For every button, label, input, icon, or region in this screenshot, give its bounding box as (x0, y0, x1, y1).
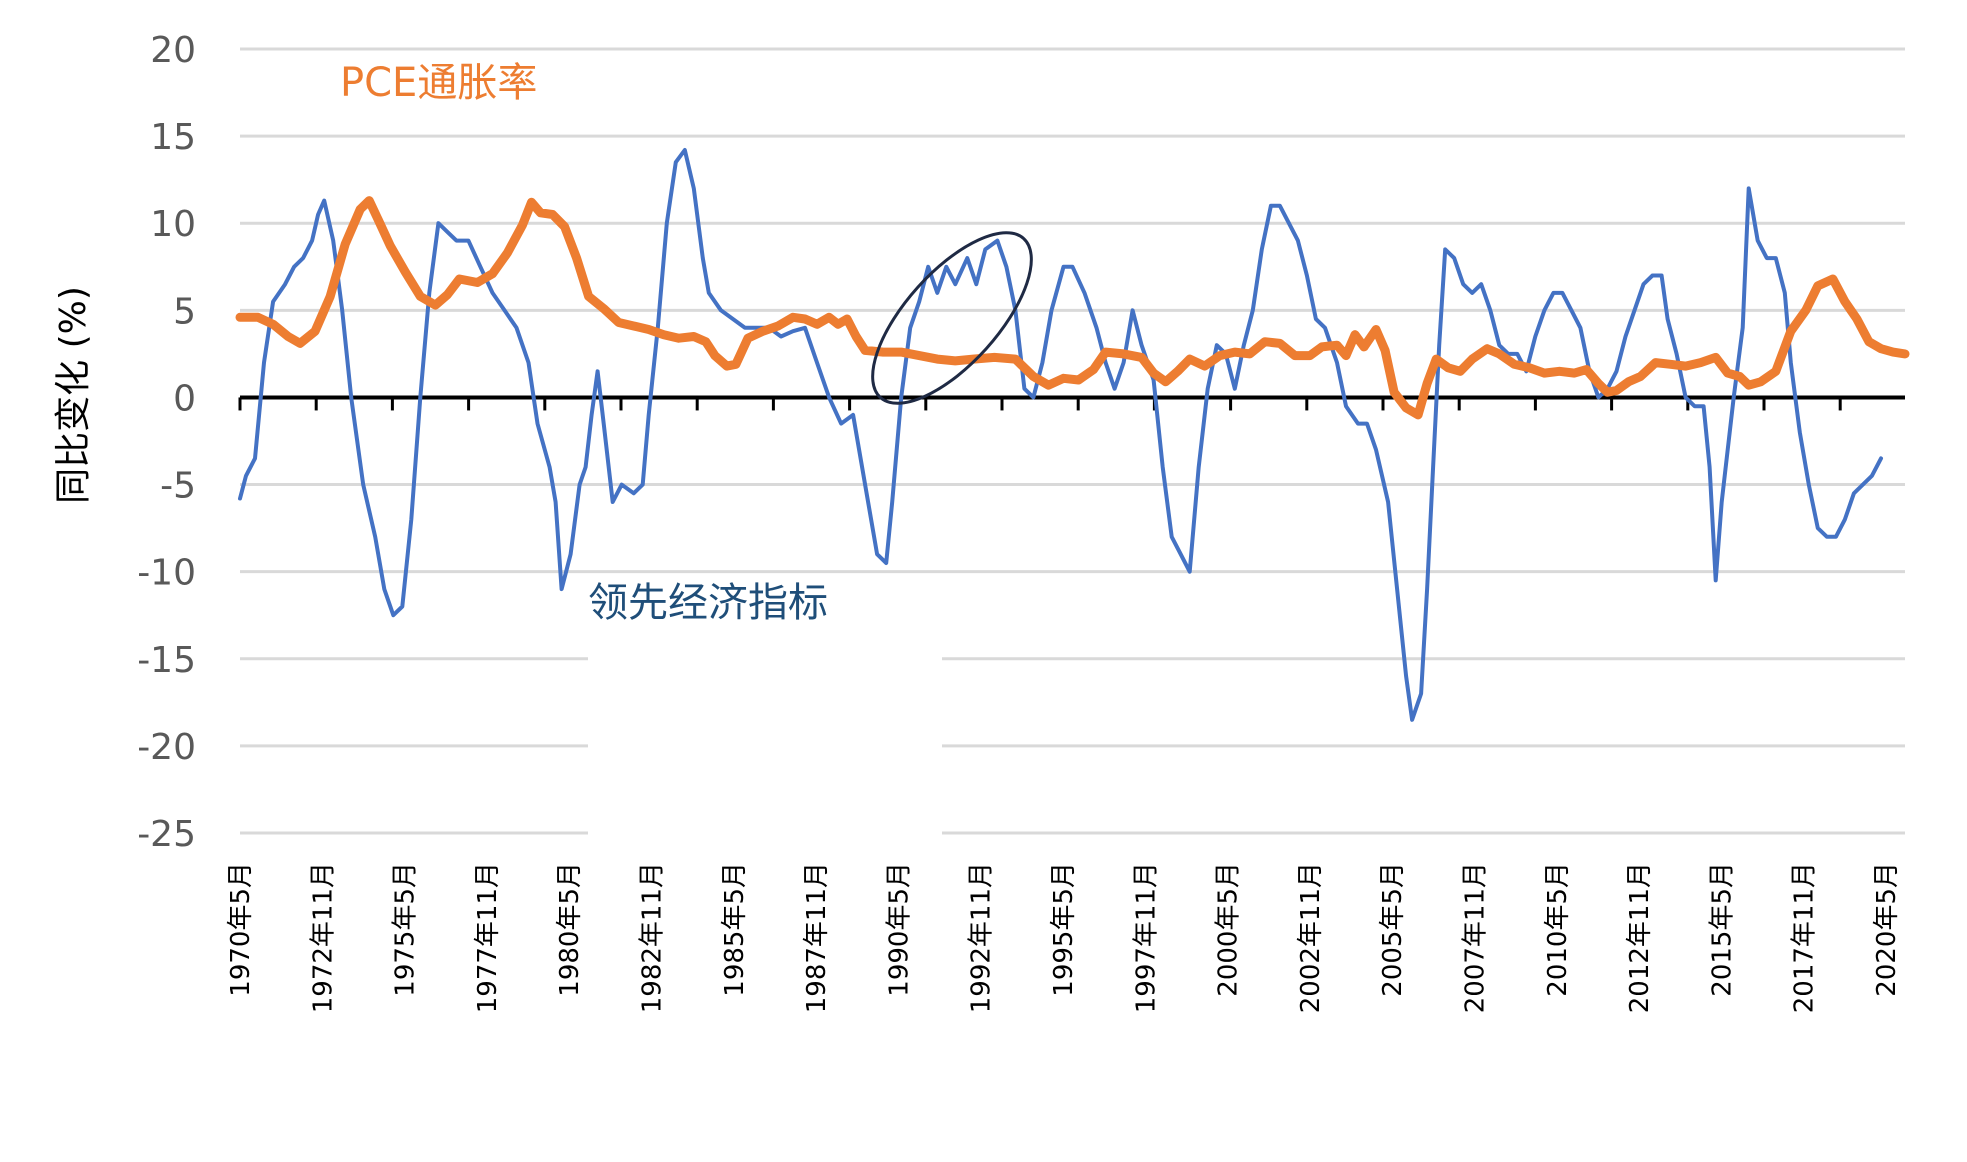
series-line-pce (235, 196, 1910, 420)
y-tick-label: 5 (173, 291, 196, 332)
x-tick-label: 1992年11月 (967, 862, 997, 1013)
y-tick-label: -20 (137, 727, 196, 768)
x-tick-label: 1980年5月 (555, 862, 585, 997)
highlight-ellipse (871, 231, 1033, 405)
x-tick-label: 1985年5月 (720, 862, 750, 997)
y-tick-label: -5 (160, 466, 196, 507)
x-tick-label: 1982年11月 (638, 862, 668, 1013)
x-tick-label: 1987年11月 (802, 862, 832, 1013)
y-tick-label: 15 (150, 117, 196, 158)
gridlines (240, 47, 1905, 835)
x-tick-label: 1970年5月 (226, 862, 256, 997)
x-axis (238, 395, 1905, 411)
series-label-pce: PCE通胀率 (340, 60, 537, 106)
y-tick-label: -15 (137, 640, 196, 681)
y-tick-label: -10 (137, 553, 196, 594)
x-tick-label: 2012年11月 (1625, 862, 1655, 1013)
x-tick-label: 2015年5月 (1707, 862, 1737, 997)
x-tick-label: 1972年11月 (308, 862, 338, 1013)
y-tick-label: -25 (137, 814, 196, 855)
x-tick-label: 1995年5月 (1049, 862, 1079, 997)
x-tick-label: 2005年5月 (1378, 862, 1408, 997)
x-tick-label: 1977年11月 (473, 862, 503, 1013)
x-tick-label: 2020年5月 (1872, 862, 1902, 997)
x-tick-label: 2000年5月 (1214, 862, 1244, 997)
x-tick-label: 2017年11月 (1790, 862, 1820, 1013)
y-axis-label: 同比变化 (%) (53, 286, 94, 504)
x-tick-label: 2007年11月 (1461, 862, 1491, 1013)
annotations (871, 231, 1033, 405)
y-tick-label: 10 (150, 204, 196, 245)
y-tick-label: 20 (150, 30, 196, 71)
series-lines (235, 148, 1910, 722)
x-axis-ticks: 1970年5月 1972年11月 1975年5月 1977年11月 1980年5月 198… (226, 862, 1902, 1013)
x-tick-label: 2002年11月 (1296, 862, 1326, 1013)
x-tick-label: 2010年5月 (1543, 862, 1573, 997)
x-tick-label: 1990年5月 (884, 862, 914, 997)
series-label-lei: 领先经济指标 (588, 580, 828, 626)
y-tick-label: 0 (173, 378, 196, 419)
x-tick-label: 1997年11月 (1131, 862, 1161, 1013)
y-axis-ticks: 20 15 10 5 0 -5 -10 -15 -20 -25 (137, 30, 196, 855)
series-line-lei (238, 148, 1883, 722)
x-tick-label: 1975年5月 (391, 862, 421, 997)
